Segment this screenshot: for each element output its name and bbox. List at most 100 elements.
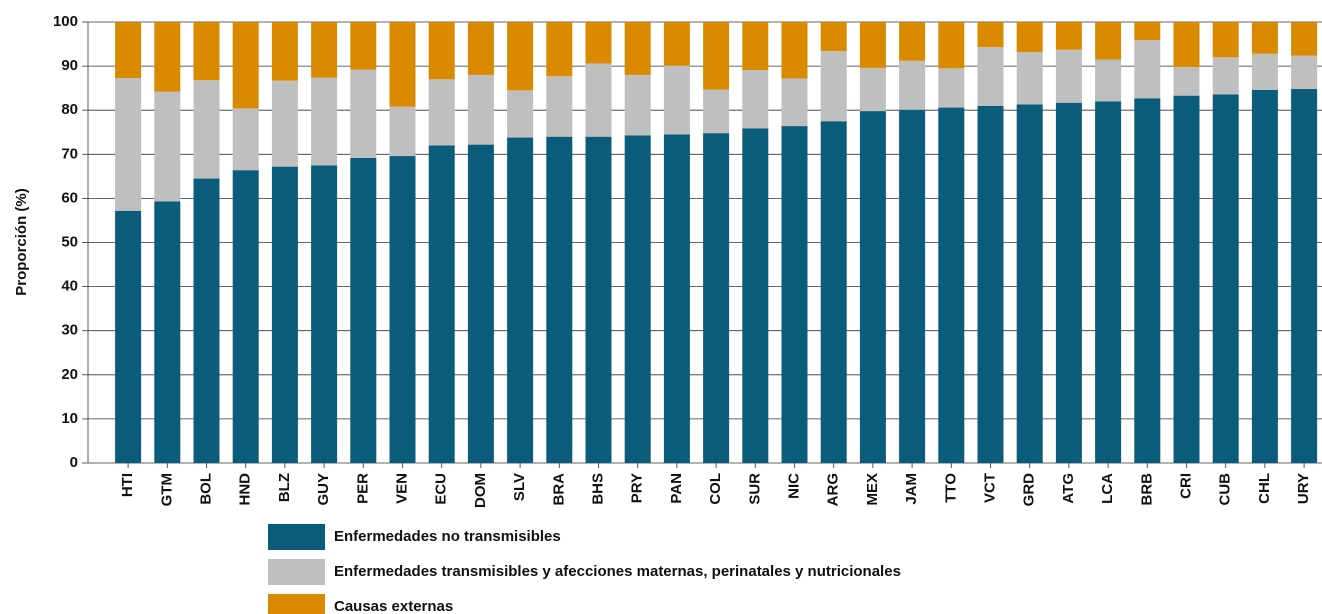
legend-swatch (268, 559, 325, 585)
bar-segment (624, 22, 651, 75)
x-tick-label: HTI (119, 473, 136, 497)
bar-segment (1173, 95, 1200, 463)
legend-label: Causas externas (334, 598, 453, 614)
bar-segment (1134, 22, 1161, 41)
bar-segment (115, 78, 142, 211)
legend-label: Enfermedades transmisibles y afecciones … (334, 563, 901, 580)
bar-segment (938, 107, 965, 463)
bar-segment (154, 91, 181, 202)
x-tick-label: BRB (1138, 473, 1155, 506)
bar-segment (546, 22, 573, 77)
x-tick-label: SUR (746, 473, 763, 505)
x-tick-label: COL (707, 473, 724, 505)
x-tick-label: NIC (785, 473, 802, 499)
x-tick-label: DOM (472, 473, 489, 508)
bar-segment (585, 136, 612, 463)
x-tick-label: CUB (1217, 473, 1234, 506)
bar-segment (232, 108, 259, 171)
bar-segment (938, 22, 965, 69)
bar-segment (859, 67, 886, 112)
x-tick-label: GRD (1021, 473, 1038, 507)
bar-segment (271, 80, 298, 167)
y-tick-label: 70 (61, 145, 78, 162)
bar-segment (1212, 57, 1239, 95)
bar-segment (428, 22, 455, 80)
bar-segment (1134, 98, 1161, 463)
bar-segment (467, 74, 494, 145)
y-tick-label: 10 (61, 410, 78, 427)
bar-segment (1212, 94, 1239, 463)
bar-segment (154, 22, 181, 92)
bar-segment (663, 134, 690, 463)
bar-segment (859, 22, 886, 68)
bar-segment (703, 133, 730, 463)
bar-segment (546, 136, 573, 463)
bar-segment (115, 210, 142, 463)
x-tick-label: LCA (1099, 473, 1116, 504)
bar-segment (977, 22, 1004, 48)
y-tick-label: 30 (61, 322, 78, 339)
bar-segment (193, 80, 220, 179)
x-tick-label: BLZ (276, 473, 293, 502)
bar-segment (781, 78, 808, 127)
bar-segment (1291, 22, 1318, 56)
x-tick-label: VEN (393, 473, 410, 504)
x-tick-label: ARG (825, 473, 842, 506)
bar-segment (389, 106, 416, 157)
bar-segment (703, 89, 730, 134)
x-tick-label: SLV (511, 473, 528, 501)
x-tick-label: PAN (668, 473, 685, 504)
y-tick-label: 100 (53, 13, 78, 30)
y-tick-label: 90 (61, 57, 78, 74)
bar-segment (115, 22, 142, 79)
bar-segment (977, 105, 1004, 463)
bar-segment (507, 137, 534, 464)
legend-label: Enfermedades no transmisibles (334, 528, 561, 545)
bar-segment (1134, 40, 1161, 99)
bar-segment (781, 126, 808, 464)
bar-segment (899, 109, 926, 463)
bar-segment (467, 144, 494, 463)
y-tick-label: 80 (61, 101, 78, 118)
y-axis-label: Proporción (%) (13, 188, 30, 296)
x-tick-label: GUY (315, 473, 332, 506)
y-tick-label: 40 (61, 278, 78, 295)
bar-segment (899, 22, 926, 61)
bar-segment (350, 157, 377, 463)
bar-segment (820, 22, 847, 52)
x-tick-label: CHL (1256, 473, 1273, 504)
bar-segment (1095, 22, 1122, 60)
bar-segment (1251, 22, 1278, 54)
x-tick-label: JAM (903, 473, 920, 505)
y-tick-label: 50 (61, 233, 78, 250)
bar-segment (232, 22, 259, 109)
bar-segment (820, 121, 847, 463)
y-tick-label: 20 (61, 366, 78, 383)
x-tick-label: BHS (589, 473, 606, 505)
bar-segment (820, 51, 847, 122)
bar-segment (350, 22, 377, 70)
bar-segment (467, 22, 494, 75)
bar-segment (193, 22, 220, 81)
bar-segment (507, 90, 534, 138)
bar-segment (1016, 22, 1043, 52)
bar-segment (1291, 89, 1318, 464)
x-tick-label: TTO (942, 473, 959, 503)
x-tick-label: HND (237, 473, 254, 506)
legend-swatch (268, 594, 325, 614)
x-tick-label: CRI (1177, 473, 1194, 499)
bar-segment (938, 68, 965, 108)
bar-segment (1291, 55, 1318, 90)
bar-segment (428, 145, 455, 464)
x-tick-label: BRA (550, 473, 567, 506)
x-tick-label: BOL (197, 473, 214, 505)
bar-segment (624, 135, 651, 463)
bar-segment (546, 76, 573, 137)
bar-segment (1016, 104, 1043, 463)
bar-segment (154, 201, 181, 463)
bar-segment (232, 170, 259, 463)
bar-segment (1251, 89, 1278, 463)
bar-segment (624, 74, 651, 136)
bar-segment (350, 69, 377, 158)
